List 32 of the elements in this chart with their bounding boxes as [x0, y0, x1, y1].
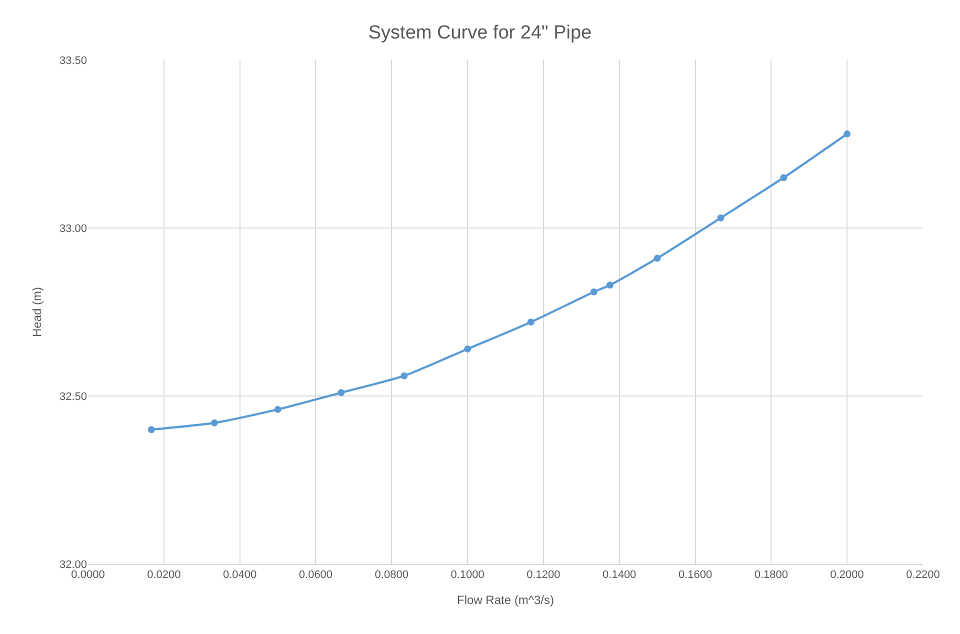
point: [400, 372, 408, 380]
x-tick-label: 0.2000: [830, 569, 864, 582]
y-tick-label: 32.00: [59, 558, 87, 571]
x-tick-label: 0.1400: [602, 569, 636, 582]
x-tick-label: 0.0400: [222, 569, 257, 582]
point: [338, 389, 345, 396]
point: [527, 318, 534, 326]
x-tick-label: 0.0800: [374, 569, 408, 582]
point: [464, 345, 472, 352]
x-tick-label: 0.1800: [754, 569, 788, 582]
x-tick-label: 0.1000: [450, 569, 484, 582]
point: [590, 288, 598, 296]
x-tick-label: 0.0600: [298, 569, 333, 582]
x-tick-label: 0.0000: [71, 569, 105, 582]
point: [210, 419, 218, 426]
point: [844, 130, 851, 138]
point: [780, 174, 788, 182]
point: [606, 282, 614, 289]
point: [148, 426, 155, 434]
point: [274, 406, 282, 413]
chart-title: System Curve for 24" Pipe: [368, 22, 592, 44]
x-tick-label: 0.2200: [906, 569, 940, 582]
point: [654, 254, 661, 262]
x-axis-title: Flow Rate (m^3/s): [457, 593, 554, 608]
point: [717, 214, 724, 222]
y-tick-label: 32.50: [59, 390, 87, 403]
y-tick-label: 33.50: [59, 54, 87, 67]
x-tick-label: 0.1600: [678, 569, 712, 582]
y-tick-label: 33.00: [59, 222, 87, 235]
x-tick-label: 0.0200: [147, 569, 181, 582]
x-tick-label: 0.1200: [526, 569, 560, 582]
y-axis-title: Head (m): [30, 286, 44, 338]
